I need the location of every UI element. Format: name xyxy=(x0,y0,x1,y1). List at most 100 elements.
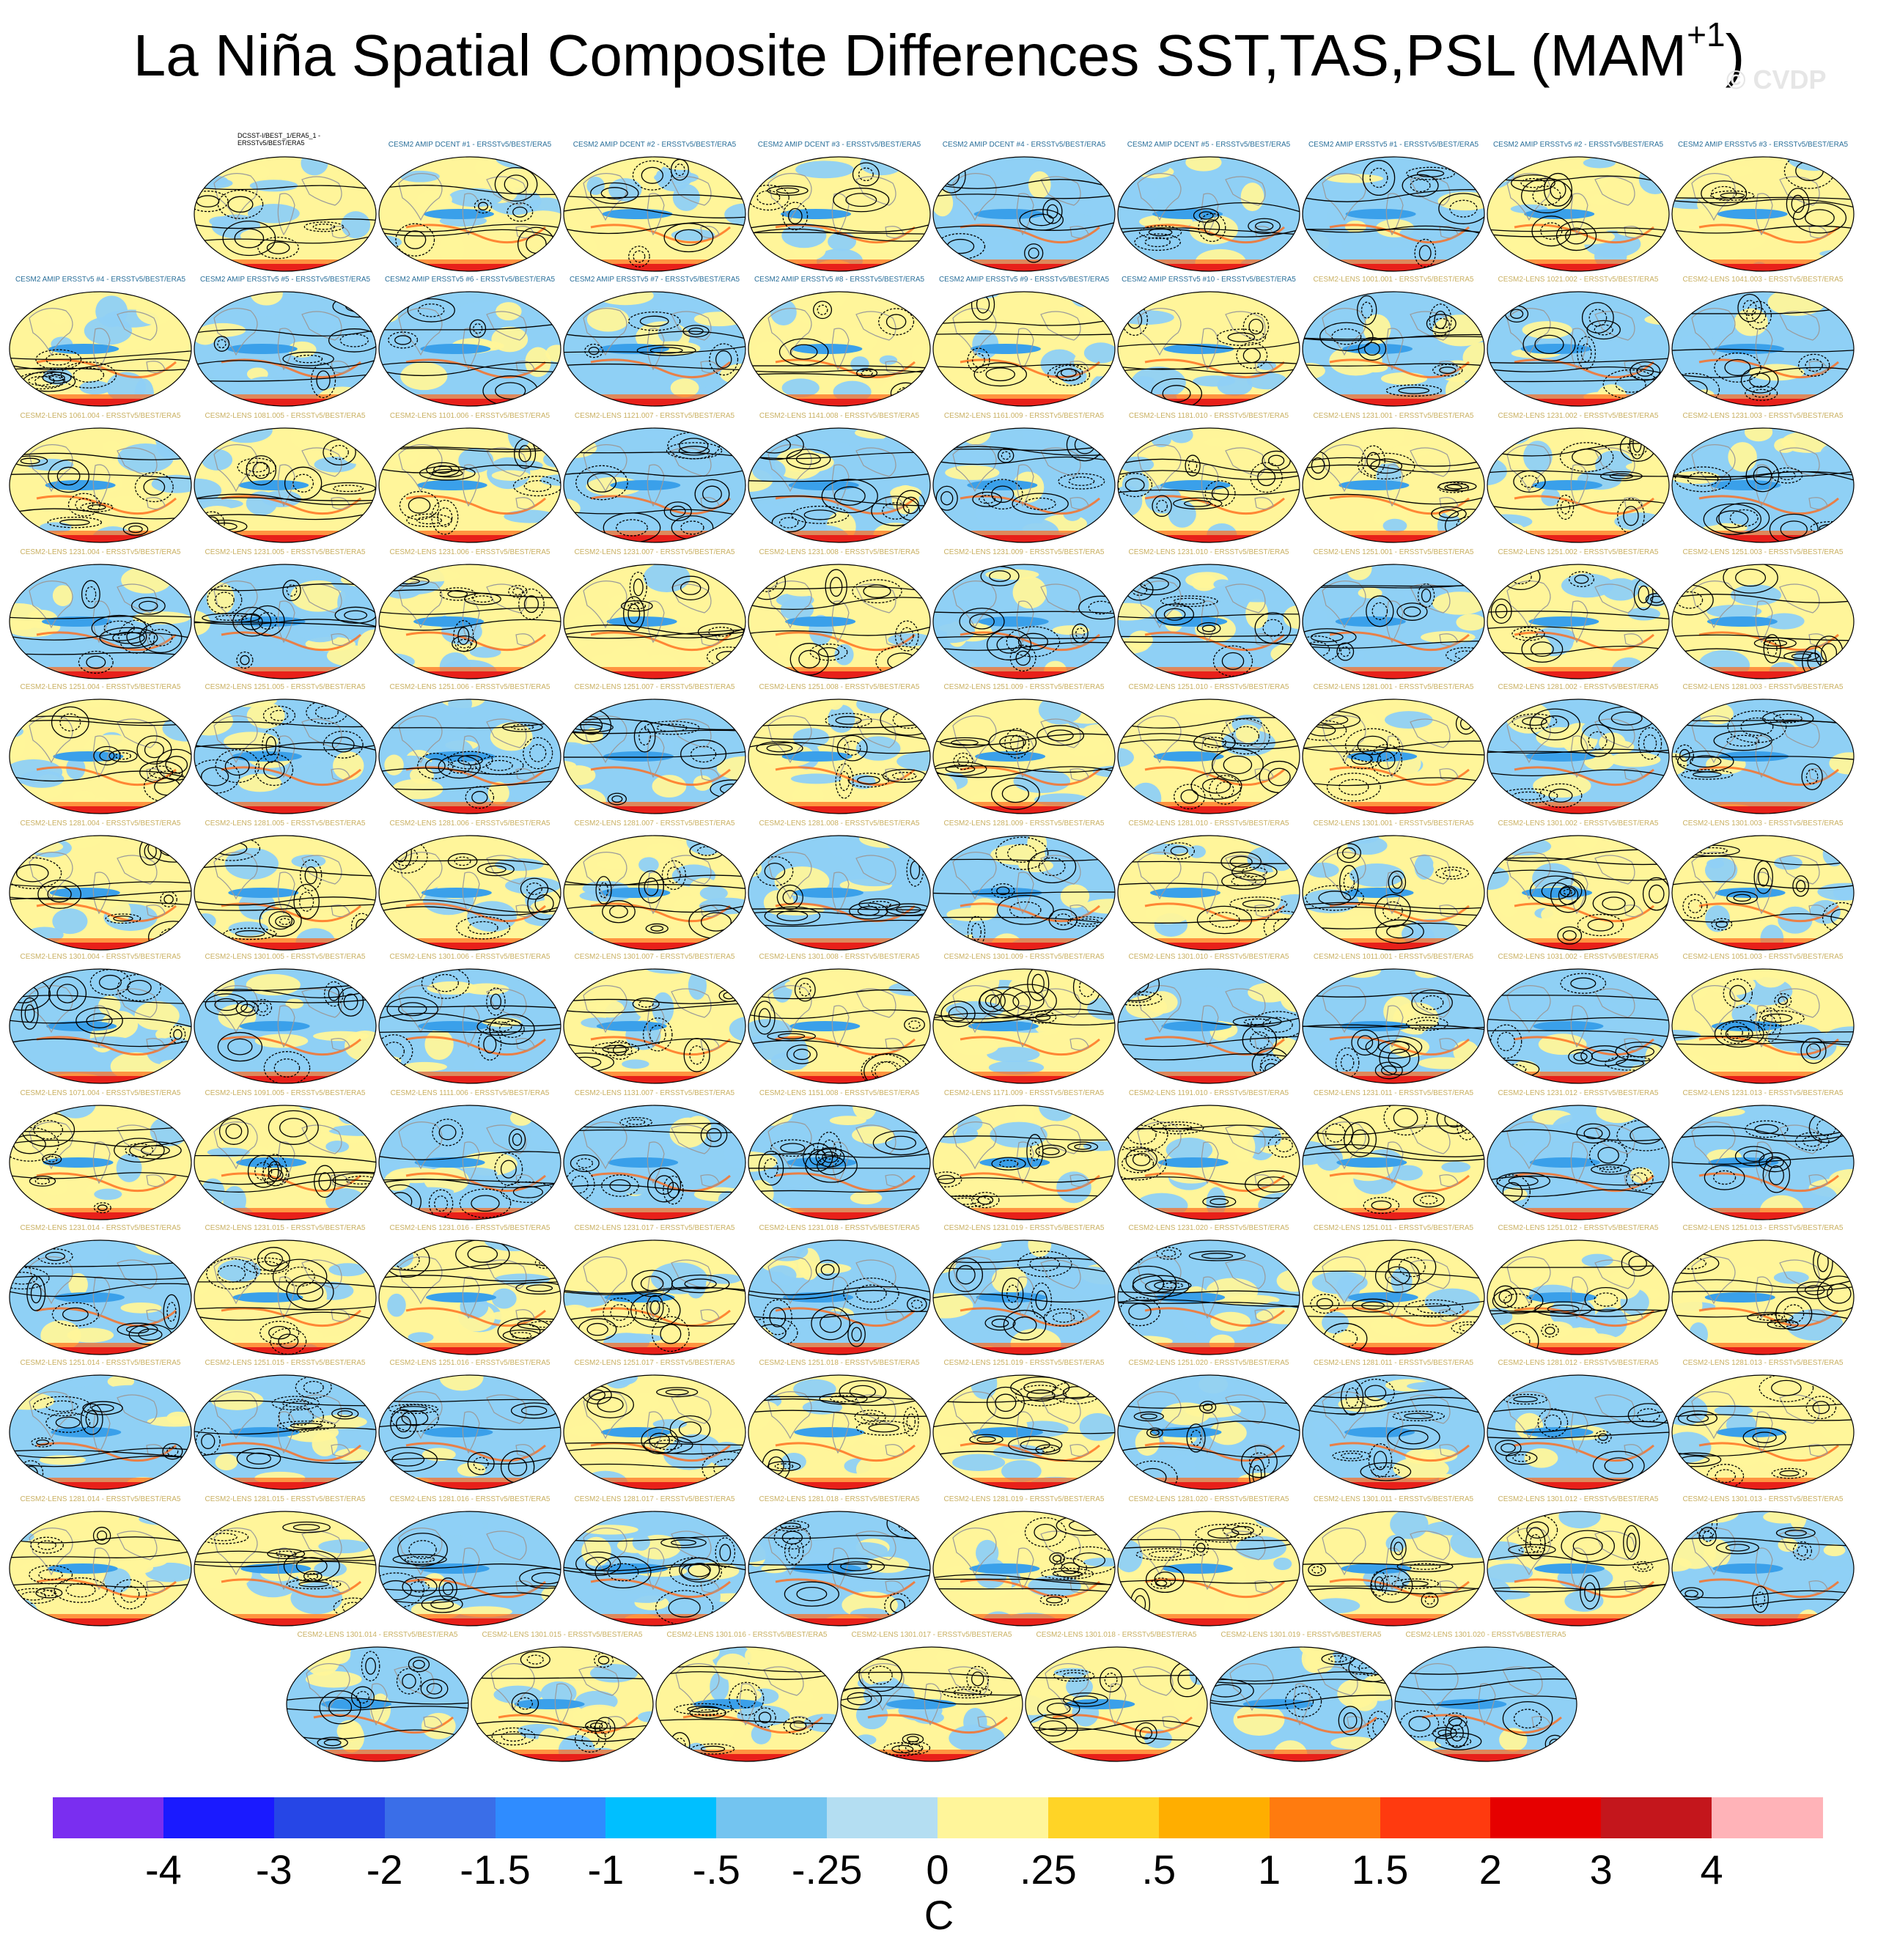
panel-title: CESM2-LENS 1301.010 - ERSSTv5/BEST/ERA5 xyxy=(1128,953,1289,961)
global-anomaly-map xyxy=(748,835,931,951)
map-panel: CESM2-LENS 1071.004 - ERSSTv5/BEST/ERA5 xyxy=(7,1089,194,1223)
map-panel: CESM2-LENS 1281.004 - ERSSTv5/BEST/ERA5 xyxy=(7,819,194,953)
map-panel: CESM2-LENS 1251.007 - ERSSTv5/BEST/ERA5 xyxy=(561,683,748,817)
panel-title: CESM2-LENS 1251.019 - ERSSTv5/BEST/ERA5 xyxy=(943,1359,1105,1367)
global-anomaly-map xyxy=(748,1511,931,1626)
map-panel: CESM2-LENS 1301.001 - ERSSTv5/BEST/ERA5 xyxy=(1300,819,1487,953)
colorbar-tick-label: -1.5 xyxy=(460,1846,531,1893)
global-anomaly-map xyxy=(9,835,192,951)
panel-title: CESM2-LENS 1281.016 - ERSSTv5/BEST/ERA5 xyxy=(389,1495,550,1503)
map-panel: CESM2-LENS 1281.016 - ERSSTv5/BEST/ERA5 xyxy=(377,1495,563,1629)
panel-title: DCSST-I/BEST_1/ERA5_1 - ERSSTv5/BEST/ERA… xyxy=(237,132,321,147)
panel-title: CESM2-LENS 1301.013 - ERSSTv5/BEST/ERA5 xyxy=(1682,1495,1844,1503)
panel-title: CESM2-LENS 1171.009 - ERSSTv5/BEST/ERA5 xyxy=(943,1089,1105,1097)
panel-title: CESM2-LENS 1301.017 - ERSSTv5/BEST/ERA5 xyxy=(851,1631,1012,1639)
map-panel: CESM2 AMIP DCENT #4 - ERSSTv5/BEST/ERA5 xyxy=(931,141,1117,274)
global-anomaly-map xyxy=(840,1646,1023,1762)
map-panel: CESM2 AMIP ERSSTv5 #8 - ERSSTv5/BEST/ERA… xyxy=(746,276,932,409)
map-panel: CESM2-LENS 1171.009 - ERSSTv5/BEST/ERA5 xyxy=(931,1089,1117,1223)
global-anomaly-map xyxy=(9,968,192,1084)
map-panel: CESM2-LENS 1131.007 - ERSSTv5/BEST/ERA5 xyxy=(561,1089,748,1223)
map-panel: CESM2-LENS 1231.003 - ERSSTv5/BEST/ERA5 xyxy=(1670,412,1856,545)
map-panel: CESM2-LENS 1251.011 - ERSSTv5/BEST/ERA5 xyxy=(1300,1224,1487,1357)
panel-title: CESM2-LENS 1251.014 - ERSSTv5/BEST/ERA5 xyxy=(20,1359,181,1367)
map-panel: CESM2-LENS 1281.014 - ERSSTv5/BEST/ERA5 xyxy=(7,1495,194,1629)
global-anomaly-map xyxy=(1117,1511,1300,1626)
global-anomaly-map xyxy=(286,1646,469,1762)
map-panel: CESM2-LENS 1231.019 - ERSSTv5/BEST/ERA5 xyxy=(931,1224,1117,1357)
global-anomaly-map xyxy=(378,427,561,543)
panel-title: CESM2-LENS 1281.011 - ERSSTv5/BEST/ERA5 xyxy=(1313,1359,1474,1367)
map-panel: CESM2 AMIP ERSSTv5 #3 - ERSSTv5/BEST/ERA… xyxy=(1670,141,1856,274)
map-panel: CESM2-LENS 1281.019 - ERSSTv5/BEST/ERA5 xyxy=(931,1495,1117,1629)
map-panel: CESM2-LENS 1281.001 - ERSSTv5/BEST/ERA5 xyxy=(1300,683,1487,817)
global-anomaly-map xyxy=(563,427,746,543)
map-panel: CESM2-LENS 1281.017 - ERSSTv5/BEST/ERA5 xyxy=(561,1495,748,1629)
map-panel: CESM2-LENS 1301.020 - ERSSTv5/BEST/ERA5 xyxy=(1393,1631,1579,1764)
colorbar-tick-label: -.25 xyxy=(791,1846,863,1893)
global-anomaly-map xyxy=(1671,1511,1855,1626)
global-anomaly-map xyxy=(1671,291,1855,407)
global-anomaly-map xyxy=(1302,291,1485,407)
map-panel: CESM2-LENS 1081.005 - ERSSTv5/BEST/ERA5 xyxy=(192,412,378,545)
panel-title: CESM2-LENS 1301.019 - ERSSTv5/BEST/ERA5 xyxy=(1220,1631,1382,1639)
global-anomaly-map xyxy=(932,156,1116,272)
map-panel: CESM2-LENS 1281.015 - ERSSTv5/BEST/ERA5 xyxy=(192,1495,378,1629)
panel-title: CESM2-LENS 1051.003 - ERSSTv5/BEST/ERA5 xyxy=(1682,953,1844,961)
global-anomaly-map xyxy=(1671,564,1855,679)
panel-title: CESM2-LENS 1251.009 - ERSSTv5/BEST/ERA5 xyxy=(943,683,1105,691)
global-anomaly-map xyxy=(378,291,561,407)
panel-title: CESM2 AMIP DCENT #3 - ERSSTv5/BEST/ERA5 xyxy=(757,141,921,149)
global-anomaly-map xyxy=(1117,699,1300,814)
panel-title: CESM2-LENS 1151.008 - ERSSTv5/BEST/ERA5 xyxy=(759,1089,920,1097)
title-close: ) xyxy=(1725,23,1745,88)
map-panel: CESM2-LENS 1011.001 - ERSSTv5/BEST/ERA5 xyxy=(1300,953,1487,1086)
colorbar-swatch xyxy=(716,1797,828,1838)
map-panel: CESM2 AMIP ERSSTv5 #5 - ERSSTv5/BEST/ERA… xyxy=(192,276,378,409)
panel-title: CESM2-LENS 1251.020 - ERSSTv5/BEST/ERA5 xyxy=(1128,1359,1289,1367)
map-panel: CESM2 AMIP ERSSTv5 #6 - ERSSTv5/BEST/ERA… xyxy=(377,276,563,409)
map-panel: CESM2-LENS 1231.006 - ERSSTv5/BEST/ERA5 xyxy=(377,548,563,682)
global-anomaly-map xyxy=(563,699,746,814)
map-panel: CESM2-LENS 1251.012 - ERSSTv5/BEST/ERA5 xyxy=(1485,1224,1671,1357)
global-anomaly-map xyxy=(563,968,746,1084)
map-panel: CESM2-LENS 1161.009 - ERSSTv5/BEST/ERA5 xyxy=(931,412,1117,545)
global-anomaly-map xyxy=(748,564,931,679)
global-anomaly-map xyxy=(1487,1239,1670,1355)
global-anomaly-map xyxy=(1302,1511,1485,1626)
panel-title: CESM2-LENS 1281.010 - ERSSTv5/BEST/ERA5 xyxy=(1128,819,1289,828)
map-panel: CESM2-LENS 1231.001 - ERSSTv5/BEST/ERA5 xyxy=(1300,412,1487,545)
panel-title: CESM2 AMIP DCENT #1 - ERSSTv5/BEST/ERA5 xyxy=(388,141,552,149)
global-anomaly-map xyxy=(1302,427,1485,543)
global-anomaly-map xyxy=(748,1374,931,1490)
global-anomaly-map xyxy=(378,1105,561,1220)
map-panel: CESM2-LENS 1281.008 - ERSSTv5/BEST/ERA5 xyxy=(746,819,932,953)
global-anomaly-map xyxy=(1671,968,1855,1084)
panel-title: CESM2-LENS 1231.015 - ERSSTv5/BEST/ERA5 xyxy=(205,1224,366,1232)
title-text: La Niña Spatial Composite Differences SS… xyxy=(133,23,1687,88)
panel-title: CESM2-LENS 1251.001 - ERSSTv5/BEST/ERA5 xyxy=(1313,548,1474,556)
map-panel: CESM2-LENS 1301.007 - ERSSTv5/BEST/ERA5 xyxy=(561,953,748,1086)
panel-title: CESM2-LENS 1301.009 - ERSSTv5/BEST/ERA5 xyxy=(943,953,1105,961)
map-panel: CESM2-LENS 1231.009 - ERSSTv5/BEST/ERA5 xyxy=(931,548,1117,682)
panel-title: CESM2-LENS 1231.008 - ERSSTv5/BEST/ERA5 xyxy=(759,548,920,556)
panel-title: CESM2-LENS 1081.005 - ERSSTv5/BEST/ERA5 xyxy=(205,412,366,420)
colorbar-tick-label: 4 xyxy=(1700,1846,1723,1893)
map-panel: CESM2-LENS 1251.015 - ERSSTv5/BEST/ERA5 xyxy=(192,1359,378,1492)
panel-title: CESM2-LENS 1071.004 - ERSSTv5/BEST/ERA5 xyxy=(20,1089,181,1097)
map-panel: CESM2-LENS 1231.004 - ERSSTv5/BEST/ERA5 xyxy=(7,548,194,682)
global-anomaly-map xyxy=(563,564,746,679)
global-anomaly-map xyxy=(932,1239,1116,1355)
map-panel: CESM2-LENS 1281.010 - ERSSTv5/BEST/ERA5 xyxy=(1116,819,1302,953)
panel-title: CESM2-LENS 1281.007 - ERSSTv5/BEST/ERA5 xyxy=(574,819,735,828)
colorbar-swatch xyxy=(384,1797,496,1838)
global-anomaly-map xyxy=(748,1105,931,1220)
panel-title: CESM2-LENS 1301.002 - ERSSTv5/BEST/ERA5 xyxy=(1498,819,1659,828)
panel-title: CESM2-LENS 1281.013 - ERSSTv5/BEST/ERA5 xyxy=(1682,1359,1844,1367)
panel-title: CESM2 AMIP ERSSTv5 #7 - ERSSTv5/BEST/ERA… xyxy=(569,276,740,284)
colorbar-swatch xyxy=(53,1797,164,1838)
panel-title: CESM2-LENS 1251.012 - ERSSTv5/BEST/ERA5 xyxy=(1498,1224,1659,1232)
map-panel: CESM2-LENS 1251.016 - ERSSTv5/BEST/ERA5 xyxy=(377,1359,563,1492)
panel-title: CESM2-LENS 1251.005 - ERSSTv5/BEST/ERA5 xyxy=(205,683,366,691)
